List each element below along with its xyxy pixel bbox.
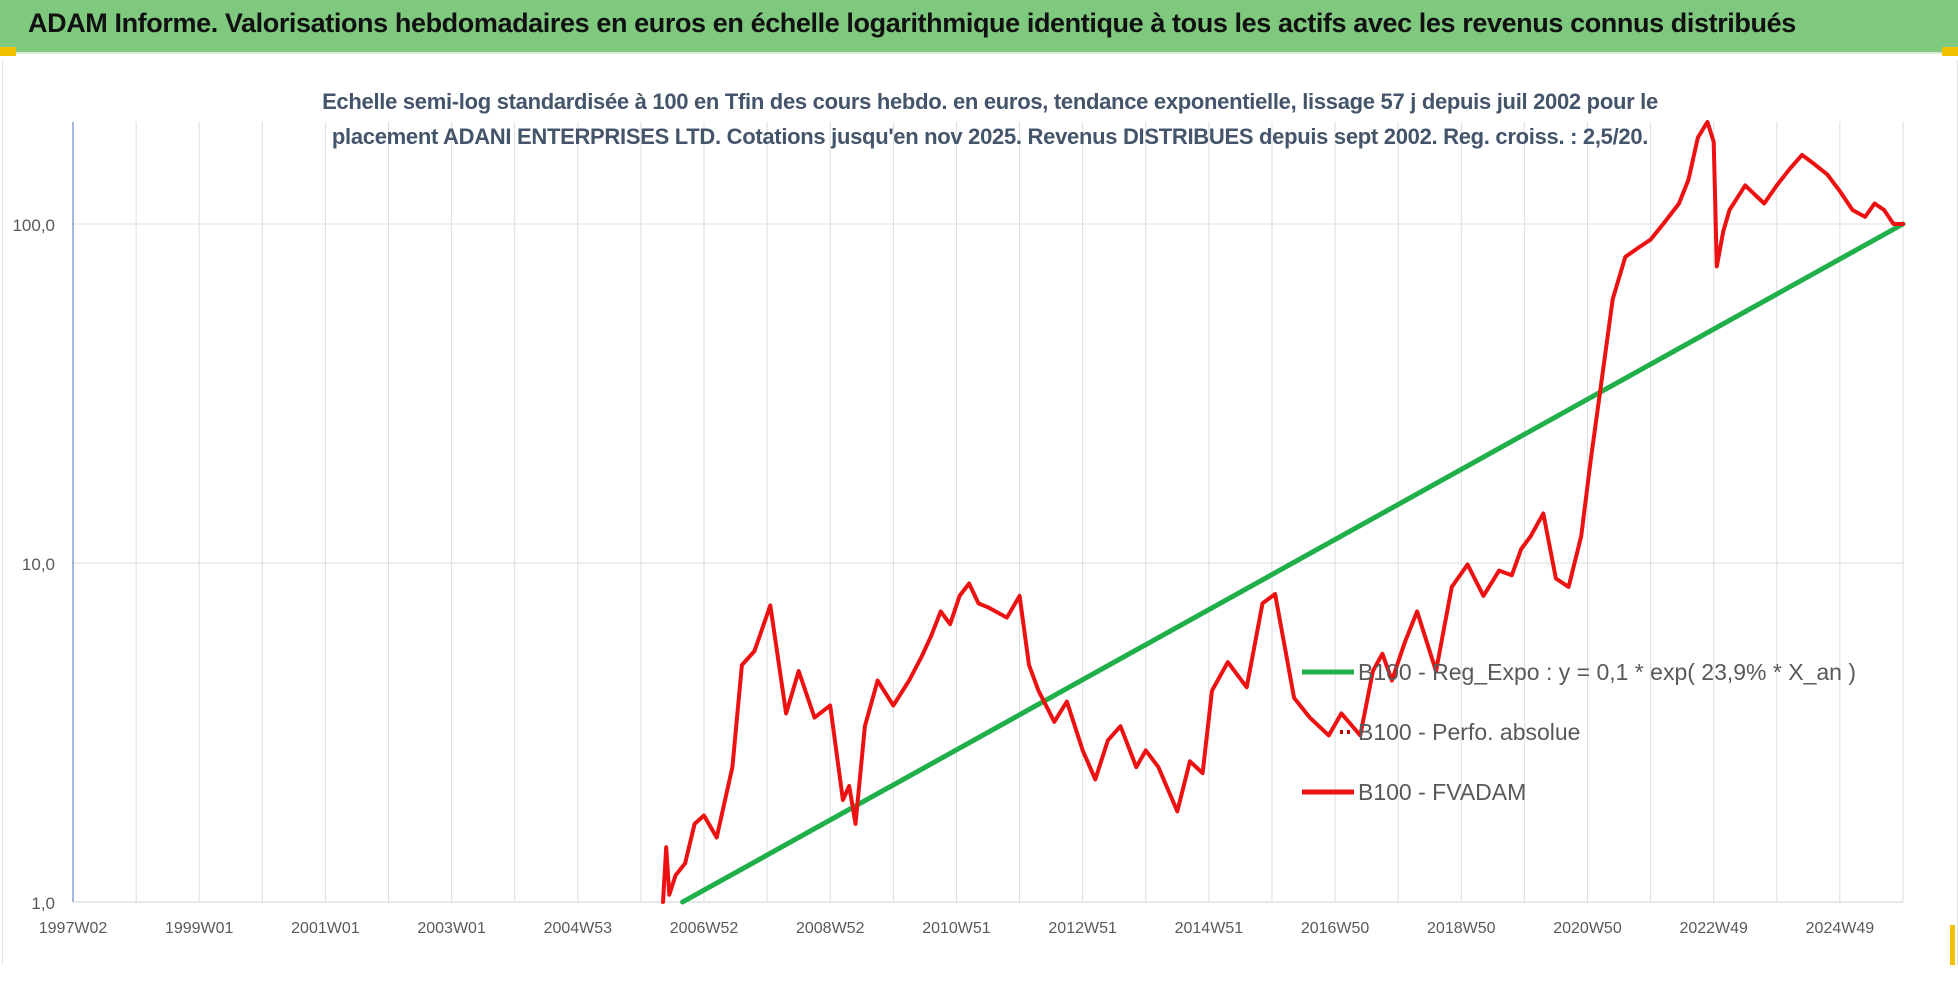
- x-tick-label: 1997W02: [39, 920, 108, 937]
- x-tick-label: 2001W01: [291, 920, 360, 937]
- corner-marker-bottom-right: [1950, 925, 1955, 965]
- x-tick-label: 2014W51: [1175, 920, 1244, 937]
- x-tick-label: 1999W01: [165, 920, 234, 937]
- y-tick-label: 1,0: [31, 894, 55, 913]
- y-tick-label: 100,0: [12, 216, 55, 235]
- series: [661, 120, 1906, 905]
- x-tick-label: 2020W50: [1553, 920, 1622, 937]
- x-tick-label: 2010W51: [922, 920, 991, 937]
- corner-marker-top-left: [0, 47, 16, 56]
- chart-title-line-2: placement ADANI ENTERPRISES LTD. Cotatio…: [331, 124, 1649, 149]
- x-tick-label: 2006W52: [670, 920, 739, 937]
- legend-label-perfo: B100 - Perfo. absolue: [1358, 719, 1581, 745]
- series-line-trend: [680, 221, 1906, 905]
- corner-marker-top-right: [1942, 47, 1958, 56]
- x-tick-label: 2003W01: [417, 920, 486, 937]
- series-line-fvadam: [661, 120, 1905, 904]
- legend-swatch-fvadam: [1302, 789, 1354, 795]
- axes: 1,0 10,0 100,0 1997W02 1999W01 2001W01 2003W01…: [12, 122, 1903, 937]
- x-tick-label: 2004W53: [544, 920, 613, 937]
- x-tick-label: 2018W50: [1427, 920, 1496, 937]
- gridlines: [72, 122, 1904, 903]
- report-title: ADAM Informe. Valorisations hebdomadaire…: [28, 8, 1796, 38]
- legend-item-perfo: B100 - Perfo. absolue: [1300, 717, 1580, 747]
- chart-title-line-1: Echelle semi-log standardisée à 100 en T…: [322, 89, 1658, 114]
- title-banner: ADAM Informe. Valorisations hebdomadaire…: [0, 0, 1958, 54]
- x-tick-label: 2022W49: [1679, 920, 1748, 937]
- legend-item-trend: B100 - Reg_Expo : y = 0,1 * exp( 23,9% *…: [1300, 657, 1856, 687]
- legend-label-trend: B100 - Reg_Expo : y = 0,1 * exp( 23,9% *…: [1358, 659, 1856, 685]
- x-tick-label: 2024W49: [1806, 920, 1875, 937]
- x-tick-label: 2016W50: [1301, 920, 1370, 937]
- chart-title: Echelle semi-log standardisée à 100 en T…: [250, 84, 1730, 154]
- y-tick-label: 10,0: [22, 555, 55, 574]
- legend-swatch-perfo: [1340, 730, 1354, 734]
- x-tick-label: 2012W51: [1048, 920, 1117, 937]
- legend-swatch-trend: [1302, 669, 1354, 675]
- legend-label-fvadam: B100 - FVADAM: [1358, 779, 1527, 805]
- legend-item-fvadam: B100 - FVADAM: [1300, 777, 1526, 807]
- x-tick-label: 2008W52: [796, 920, 865, 937]
